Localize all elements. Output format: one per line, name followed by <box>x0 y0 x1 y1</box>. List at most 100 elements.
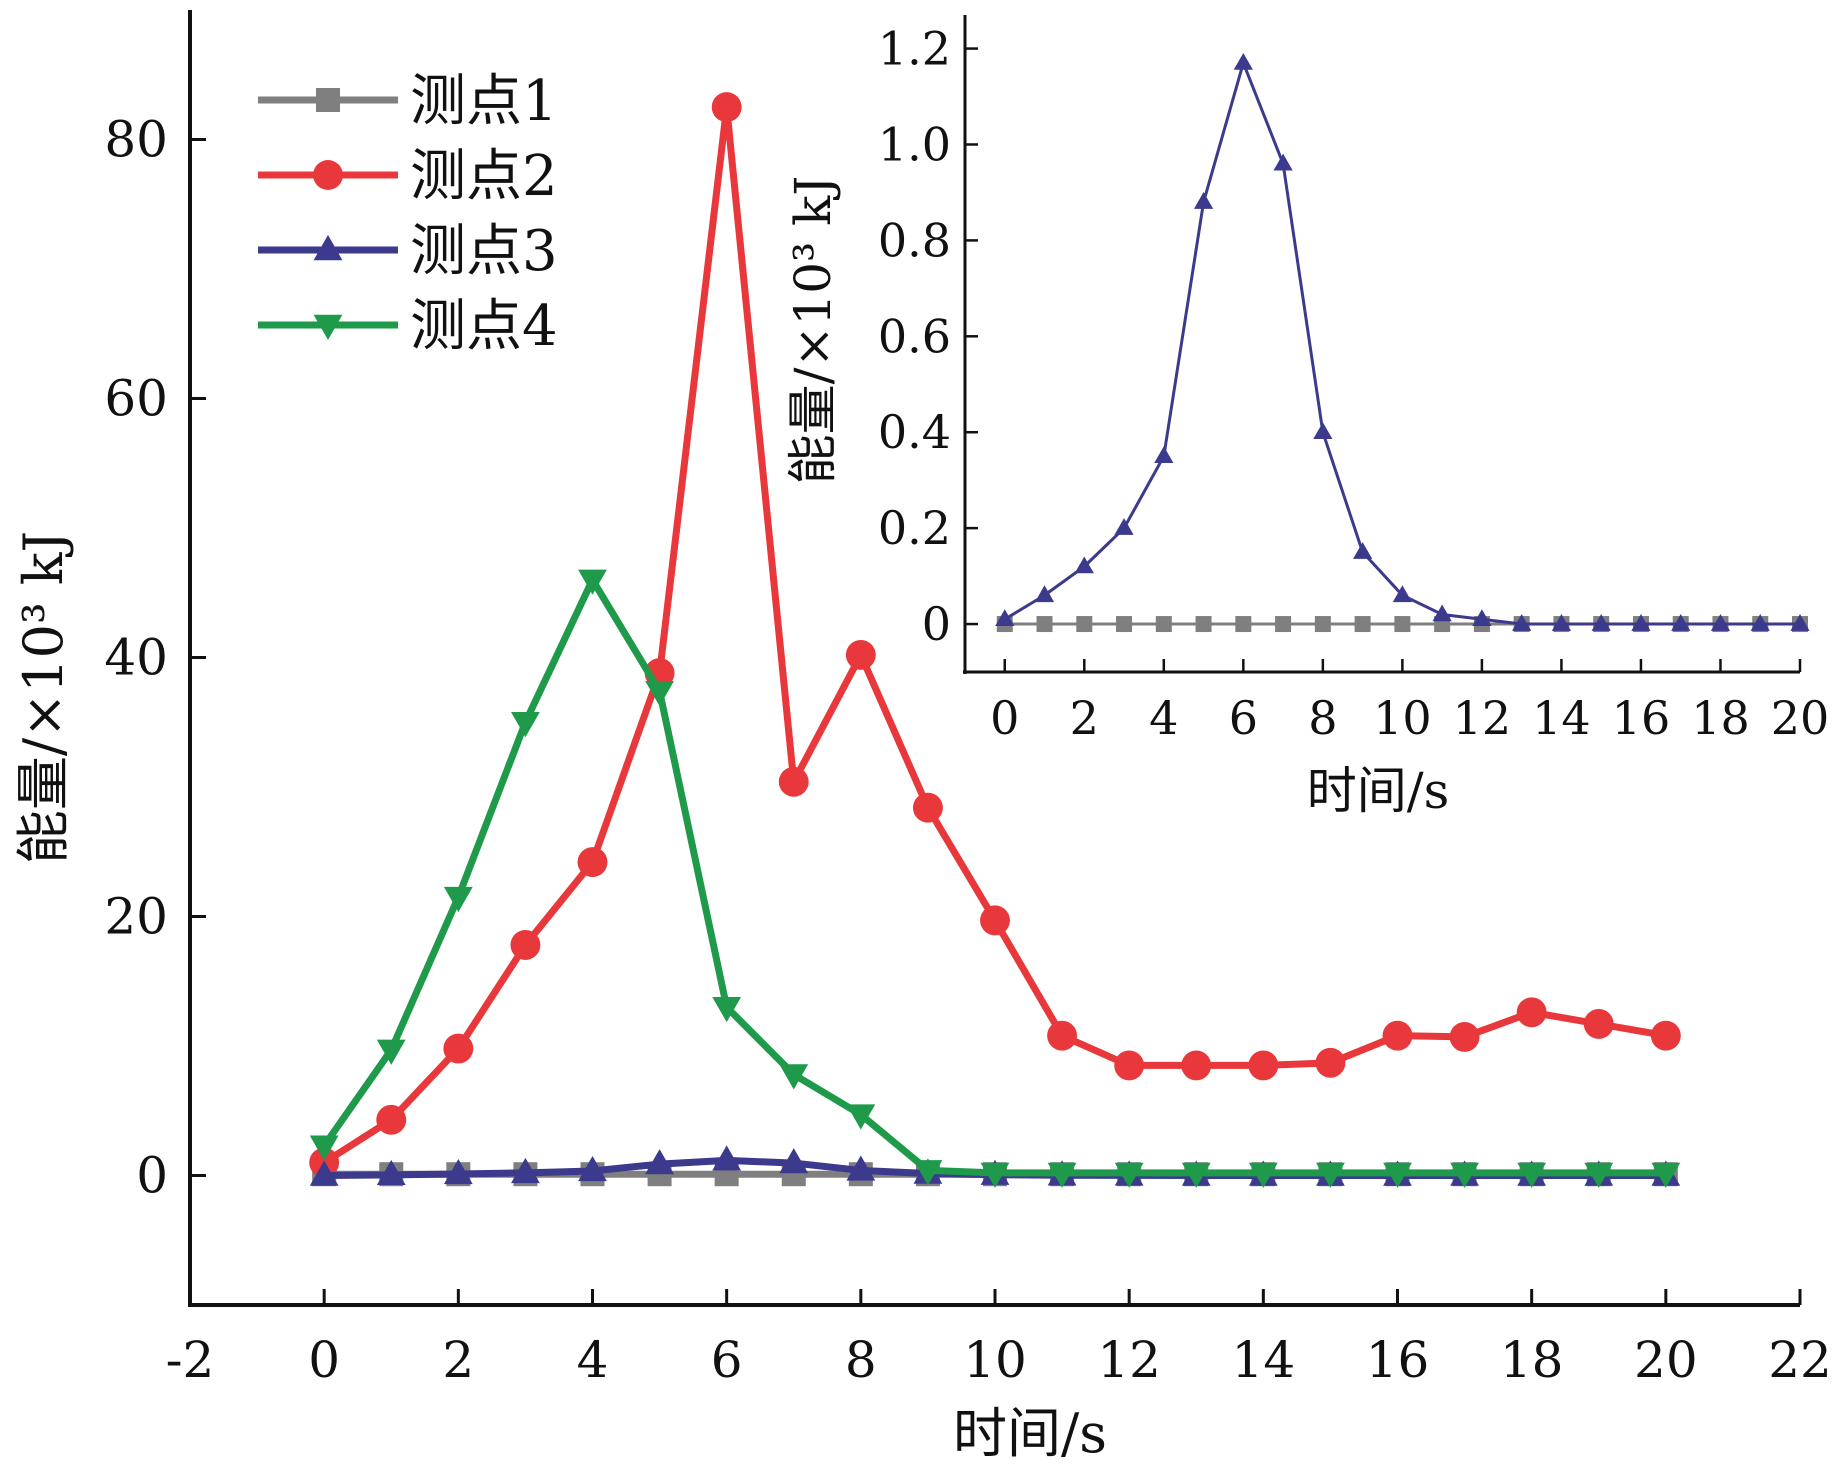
inset-x-axis-title: 时间/s <box>1307 762 1450 820</box>
series-4-point <box>578 569 607 595</box>
series-4-point <box>443 886 473 913</box>
series-4-point <box>913 1160 943 1186</box>
series-2-point <box>443 1033 474 1064</box>
inset-y-tick-label: 0.2 <box>878 501 951 555</box>
x-tick-label: 8 <box>845 1331 877 1389</box>
inset-y-tick-label: 0.8 <box>878 213 951 267</box>
inset-series-2-point <box>1790 614 1810 631</box>
inset-x-tick-label: 8 <box>1308 691 1337 745</box>
series-3-point <box>846 1155 876 1181</box>
series-2-point <box>577 847 608 878</box>
inset-y-axis-title: 能量/×10³ kJ <box>784 176 842 485</box>
inset-series-1-point <box>1116 616 1133 633</box>
inset-x-tick-label: 2 <box>1070 691 1099 745</box>
inset-series-1-point <box>1314 616 1331 633</box>
inset-series-2-point <box>1472 609 1492 627</box>
legend-marker <box>313 235 343 261</box>
legend-label: 测点3 <box>410 219 558 284</box>
inset-x-tick-label: 4 <box>1149 691 1178 745</box>
inset-series-1-point <box>1155 616 1172 633</box>
x-tick-label: 22 <box>1768 1331 1832 1389</box>
series-4-point <box>779 1064 809 1090</box>
series-4-point <box>645 680 674 707</box>
series-2-point <box>1315 1047 1346 1078</box>
legend: 测点1 测点2 测点3 测点4 <box>258 69 558 359</box>
legend-label: 测点2 <box>410 144 558 209</box>
series-4-point <box>1248 1162 1278 1188</box>
series-4-point <box>846 1104 876 1130</box>
inset-x-tick-label: 6 <box>1229 691 1258 745</box>
inset-series-2-point <box>1512 614 1532 631</box>
series-3-point <box>645 1149 674 1175</box>
series-3-point <box>712 1145 742 1171</box>
series-2-point <box>1114 1050 1145 1081</box>
series-2-point <box>778 766 809 797</box>
x-tick-label: 14 <box>1232 1331 1296 1389</box>
series-3-point <box>779 1148 809 1174</box>
series-2-point <box>912 792 943 823</box>
x-tick-label: 6 <box>711 1331 743 1389</box>
inset-series-2-point <box>1392 585 1412 603</box>
series-4-point <box>1517 1162 1547 1188</box>
series-2-point <box>711 92 742 123</box>
series-3-point <box>376 1159 406 1186</box>
inset-y-tick-label: 1.0 <box>878 117 951 171</box>
inset-series-1-point <box>1036 616 1053 633</box>
series-2-point <box>1181 1050 1212 1081</box>
inset-series-2-point <box>1671 614 1691 631</box>
legend-label: 测点4 <box>410 294 558 359</box>
series-2-point <box>1248 1050 1279 1081</box>
inset-series-1-point <box>1076 616 1093 633</box>
series-4-point <box>1383 1162 1412 1188</box>
inset-y-tick-label: 0 <box>922 597 951 651</box>
series-2-point <box>1583 1009 1614 1039</box>
series-2-point <box>1650 1020 1681 1051</box>
series-4-point <box>1181 1162 1211 1188</box>
legend-marker <box>313 160 343 190</box>
x-tick-label: 2 <box>442 1331 474 1389</box>
inset-x-tick-label: 16 <box>1612 691 1671 745</box>
y-tick-label: 80 <box>104 111 168 169</box>
inset-series-2-point <box>1154 446 1174 463</box>
legend-marker <box>316 88 340 112</box>
series-3-point <box>578 1155 607 1182</box>
inset-series-2-point <box>1034 585 1055 603</box>
series-3-point <box>511 1157 540 1184</box>
series-2-point <box>510 930 541 960</box>
inset-x-tick-label: 10 <box>1373 691 1432 745</box>
series-4-point <box>1651 1162 1681 1188</box>
inset-y-tick-label: 1.2 <box>878 22 951 76</box>
series-4-point <box>1450 1162 1479 1188</box>
inset-series-1-point <box>1354 616 1371 633</box>
inset-series-1-point <box>1394 616 1411 633</box>
inset-y-tick-label: 0.4 <box>878 405 951 459</box>
legend-marker <box>313 314 343 340</box>
inset-y-tick-label: 0.6 <box>878 309 951 363</box>
y-tick-label: 60 <box>104 370 168 428</box>
series-4-point <box>1114 1162 1144 1188</box>
series-4-point <box>1316 1162 1345 1188</box>
series-4-point <box>376 1039 406 1065</box>
series-4-point <box>1584 1162 1614 1188</box>
series-2-point <box>1516 997 1547 1028</box>
x-tick-label: 12 <box>1097 1331 1161 1389</box>
x-axis-title: 时间/s <box>953 1402 1107 1464</box>
series-2-point <box>845 639 876 670</box>
inset-series-2-point <box>1233 52 1253 70</box>
x-tick-label: 18 <box>1500 1331 1564 1389</box>
series-4-point <box>309 1135 339 1161</box>
inset-x-tick-label: 14 <box>1532 691 1591 745</box>
x-tick-label: -2 <box>166 1331 215 1389</box>
series-line-4 <box>321 576 1666 1177</box>
inset-series-2-point <box>1193 192 1214 209</box>
inset-series-1-point <box>1275 616 1292 633</box>
inset-series-2-point <box>995 609 1015 627</box>
inset-series-line-2 <box>1003 61 1800 626</box>
y-tick-label: 20 <box>104 888 168 946</box>
inset-series-2-point <box>1591 614 1611 631</box>
inset-series-1-point <box>1235 616 1252 633</box>
y-axis-title: 能量/×10³ kJ <box>12 531 75 864</box>
series-2-point <box>1382 1020 1413 1051</box>
